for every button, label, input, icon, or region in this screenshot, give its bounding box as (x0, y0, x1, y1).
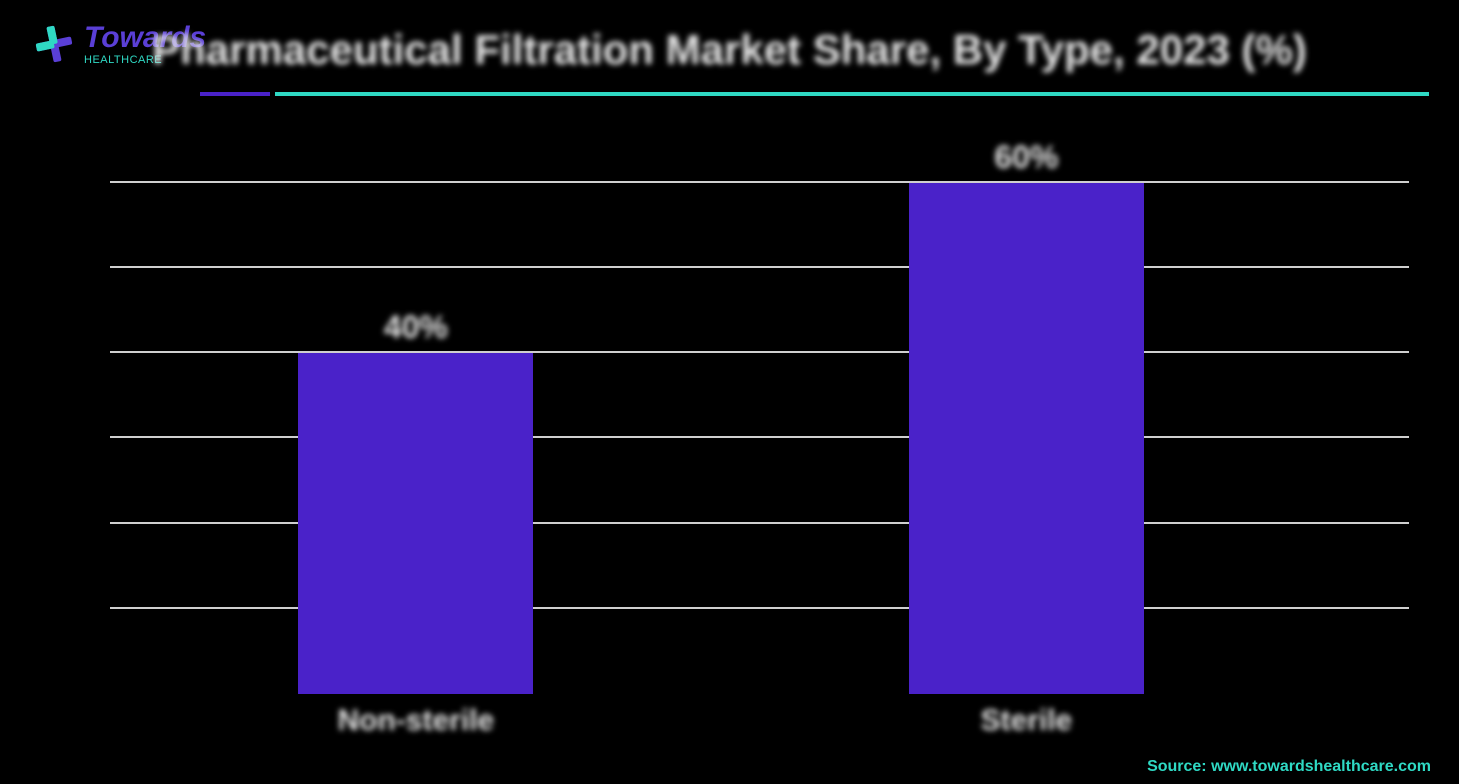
bar-non-sterile: 40%Non-sterile (298, 353, 533, 694)
bars-container: 40%Non-sterile 60%Sterile (110, 140, 1409, 694)
bar-chart: 40%Non-sterile 60%Sterile (110, 140, 1409, 694)
chart-title: Pharmaceutical Filtration Market Share, … (0, 26, 1459, 74)
bar-sterile: 60%Sterile (909, 183, 1144, 694)
x-axis-label: Sterile (909, 704, 1144, 738)
bar-value-label: 60% (909, 139, 1144, 176)
source-attribution: Source: www.towardshealthcare.com (1147, 758, 1431, 776)
title-underline (200, 92, 1429, 96)
bar-value-label: 40% (298, 309, 533, 346)
underline-accent-2 (275, 92, 1429, 96)
underline-accent-1 (200, 92, 270, 96)
x-axis-label: Non-sterile (298, 704, 533, 738)
